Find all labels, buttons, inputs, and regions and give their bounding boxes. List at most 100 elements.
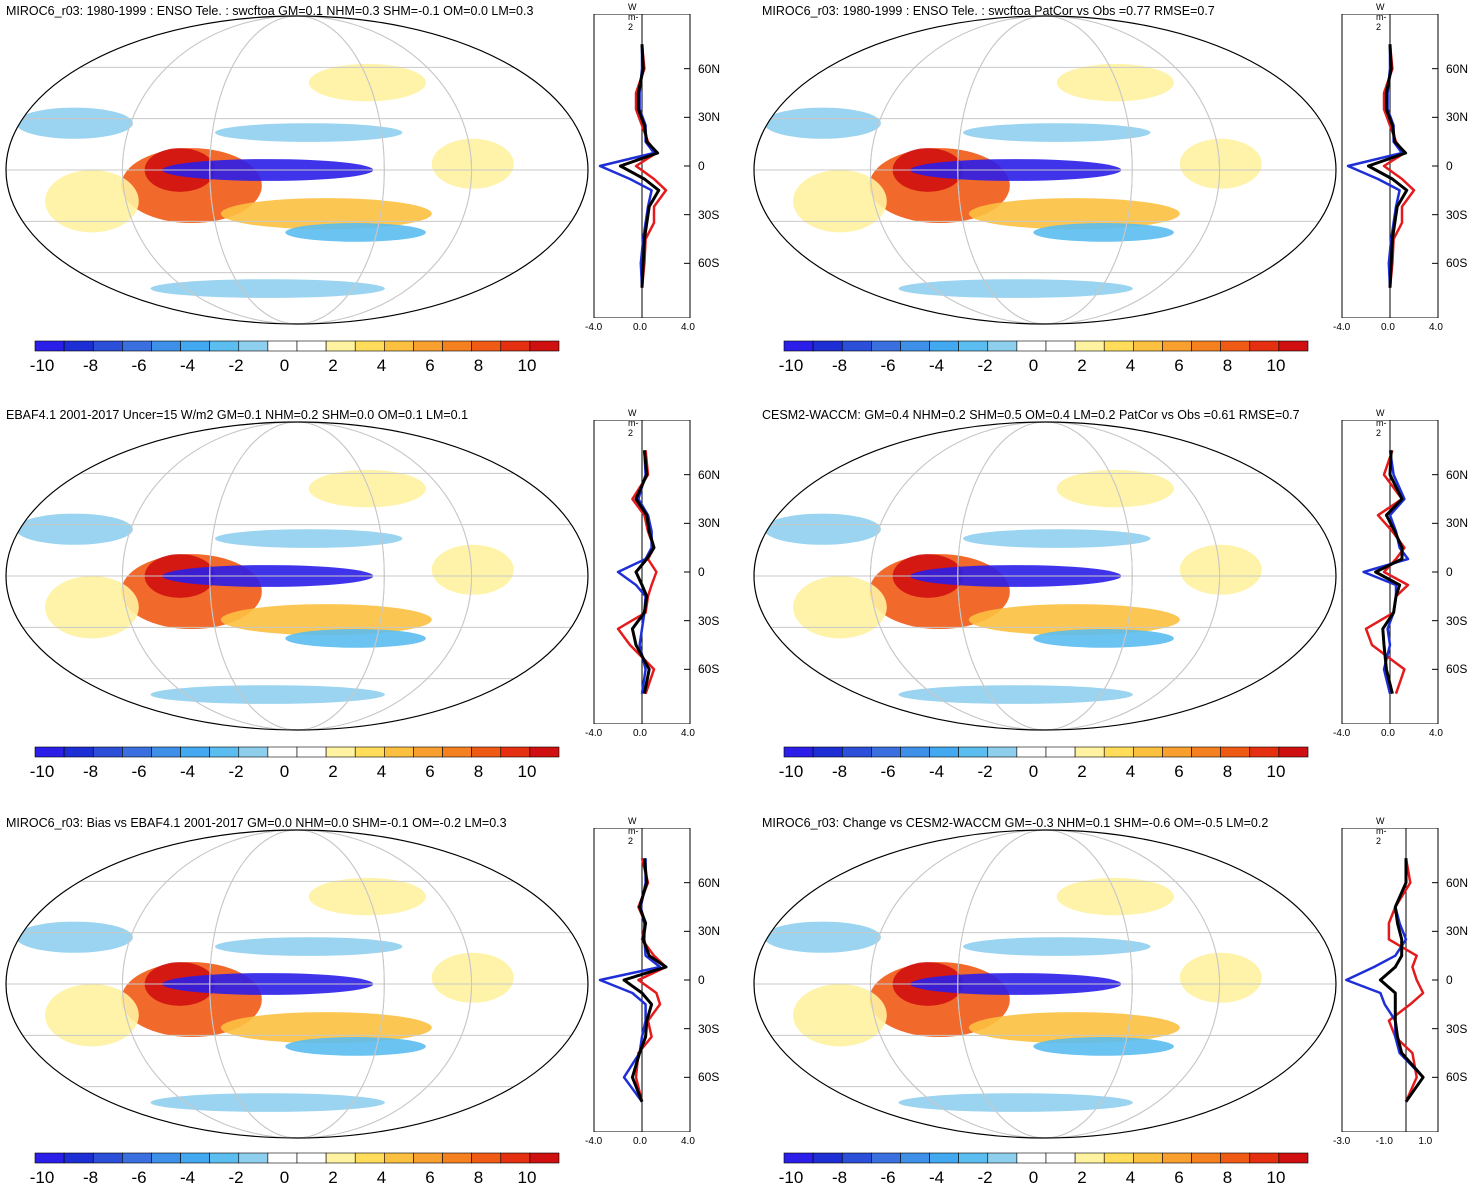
colorbar-tick-label: 8 <box>1222 1168 1233 1187</box>
anomaly-region <box>45 170 139 233</box>
colorbar-tick-label: -4 <box>179 1168 196 1187</box>
anomaly-region <box>1056 469 1174 508</box>
colorbar-tick-label: -8 <box>831 1168 848 1187</box>
zonal-mean-plot <box>1341 420 1439 724</box>
colorbar-tick-label: 8 <box>1222 762 1233 781</box>
lat-label: 60N <box>698 875 721 890</box>
anomaly-region <box>214 529 403 548</box>
zonal-series-blue <box>598 858 662 1103</box>
x-tick-label: -1.0 <box>1375 1136 1393 1147</box>
colorbar-tick-label: 2 <box>1077 356 1087 375</box>
colorbar-swatch <box>1103 746 1134 758</box>
colorbar-tick-label: -10 <box>778 1168 804 1187</box>
anomaly-region <box>15 921 133 953</box>
x-tick-label: -4.0 <box>1333 728 1351 739</box>
colorbar-swatch <box>1249 340 1280 352</box>
colorbar-swatch <box>180 1152 210 1164</box>
colorbar-swatch <box>987 340 1018 352</box>
colorbar-swatch <box>1278 1152 1309 1164</box>
colorbar-swatch <box>1162 340 1192 352</box>
zonal-mean-plot <box>593 828 691 1132</box>
colorbar-swatch <box>413 340 443 352</box>
lat-label: 30S <box>1446 613 1468 628</box>
colorbar-swatch <box>1045 1152 1076 1164</box>
world-map <box>753 15 1337 325</box>
colorbar-tick-label: -8 <box>831 762 848 781</box>
colorbar-swatch <box>1103 1152 1134 1164</box>
colorbar-swatch <box>987 746 1018 758</box>
units-label: W m-2 <box>628 2 639 32</box>
zonal-series-black <box>1366 44 1409 288</box>
lat-label: 0 <box>1446 159 1453 173</box>
colorbar-swatch <box>471 1152 502 1164</box>
anomaly-region <box>308 63 426 102</box>
units-label: W m-2 <box>1376 816 1387 846</box>
colorbar-tick-label: -8 <box>82 1168 99 1187</box>
colorbar-swatch <box>209 1152 240 1164</box>
colorbar-tick-label: 4 <box>376 762 387 781</box>
colorbar-swatch <box>92 746 123 758</box>
x-tick-label: 0.0 <box>633 322 647 333</box>
colorbar-swatch <box>1220 746 1251 758</box>
zonal-mean-plot <box>593 14 691 318</box>
colorbar-tick-label: 0 <box>1028 356 1039 375</box>
colorbar-tick-label: 10 <box>517 762 537 781</box>
lat-label: 60S <box>698 662 720 677</box>
panel-title: EBAF4.1 2001-2017 Uncer=15 W/m2 GM=0.1 N… <box>6 408 469 422</box>
colorbar-swatch <box>1133 746 1163 758</box>
lat-label: 30N <box>1446 924 1469 939</box>
colorbar-tick-label: -4 <box>179 762 196 781</box>
colorbar-swatch <box>500 1152 531 1164</box>
panel-title: CESM2-WACCM: GM=0.4 NHM=0.2 SHM=0.5 OM=0… <box>762 408 1300 422</box>
colorbar-swatch <box>180 746 210 758</box>
colorbar-swatch <box>783 746 814 758</box>
zonal-series-black <box>630 450 656 694</box>
lat-label: 30N <box>1446 516 1469 531</box>
colorbar-tick-label: 6 <box>425 762 435 781</box>
colorbar-swatch <box>442 340 472 352</box>
colorbar-swatch <box>413 746 443 758</box>
anomaly-region <box>150 279 385 298</box>
lat-label: 30S <box>698 1021 720 1036</box>
colorbar-tick-label: 6 <box>1174 356 1184 375</box>
colorbar-tick-label: 2 <box>1077 762 1087 781</box>
colorbar-swatch <box>841 746 872 758</box>
colorbar-swatch <box>1191 1152 1221 1164</box>
colorbar-swatch <box>471 340 502 352</box>
x-tick-label: 0.0 <box>1381 322 1395 333</box>
anomaly-region <box>45 576 139 639</box>
map-field <box>754 830 1336 1138</box>
colorbar-tick-label: -6 <box>131 356 147 375</box>
colorbar-swatch <box>238 340 269 352</box>
map-outline <box>5 15 589 325</box>
colorbar-swatch <box>296 1152 327 1164</box>
colorbar-tick-label: 4 <box>1125 762 1136 781</box>
zonal-series-red <box>634 858 668 1102</box>
colorbar-tick-label: -10 <box>29 762 55 781</box>
colorbar-swatch <box>1103 340 1134 352</box>
colorbar-tick-label: -4 <box>928 356 945 375</box>
anomaly-region <box>763 921 881 953</box>
colorbar-swatch <box>1074 340 1105 352</box>
lat-label: 60N <box>698 467 721 482</box>
colorbar-tick-label: 2 <box>328 762 338 781</box>
colorbar-swatch <box>812 746 843 758</box>
map-field <box>754 422 1336 730</box>
lat-label: 30S <box>698 613 720 628</box>
colorbar-swatch <box>151 340 181 352</box>
colorbar-tick-label: -6 <box>880 762 896 781</box>
colorbar-tick-label: -6 <box>131 762 147 781</box>
anomaly-region <box>214 937 403 956</box>
colorbar-swatch <box>267 746 298 758</box>
colorbar-tick-label: 0 <box>1028 1168 1039 1187</box>
anomaly-region <box>763 107 881 139</box>
anomaly-region <box>15 513 133 545</box>
map-field <box>6 16 588 324</box>
x-tick-label: -4.0 <box>585 1136 603 1147</box>
panel-title: MIROC6_r03: Bias vs EBAF4.1 2001-2017 GM… <box>6 816 507 830</box>
colorbar-tick-label: 0 <box>279 762 290 781</box>
lat-label: 30N <box>698 516 721 531</box>
colorbar-swatch <box>384 1152 414 1164</box>
zonal-series-red <box>1387 858 1425 1103</box>
colorbar-swatch <box>1278 746 1309 758</box>
